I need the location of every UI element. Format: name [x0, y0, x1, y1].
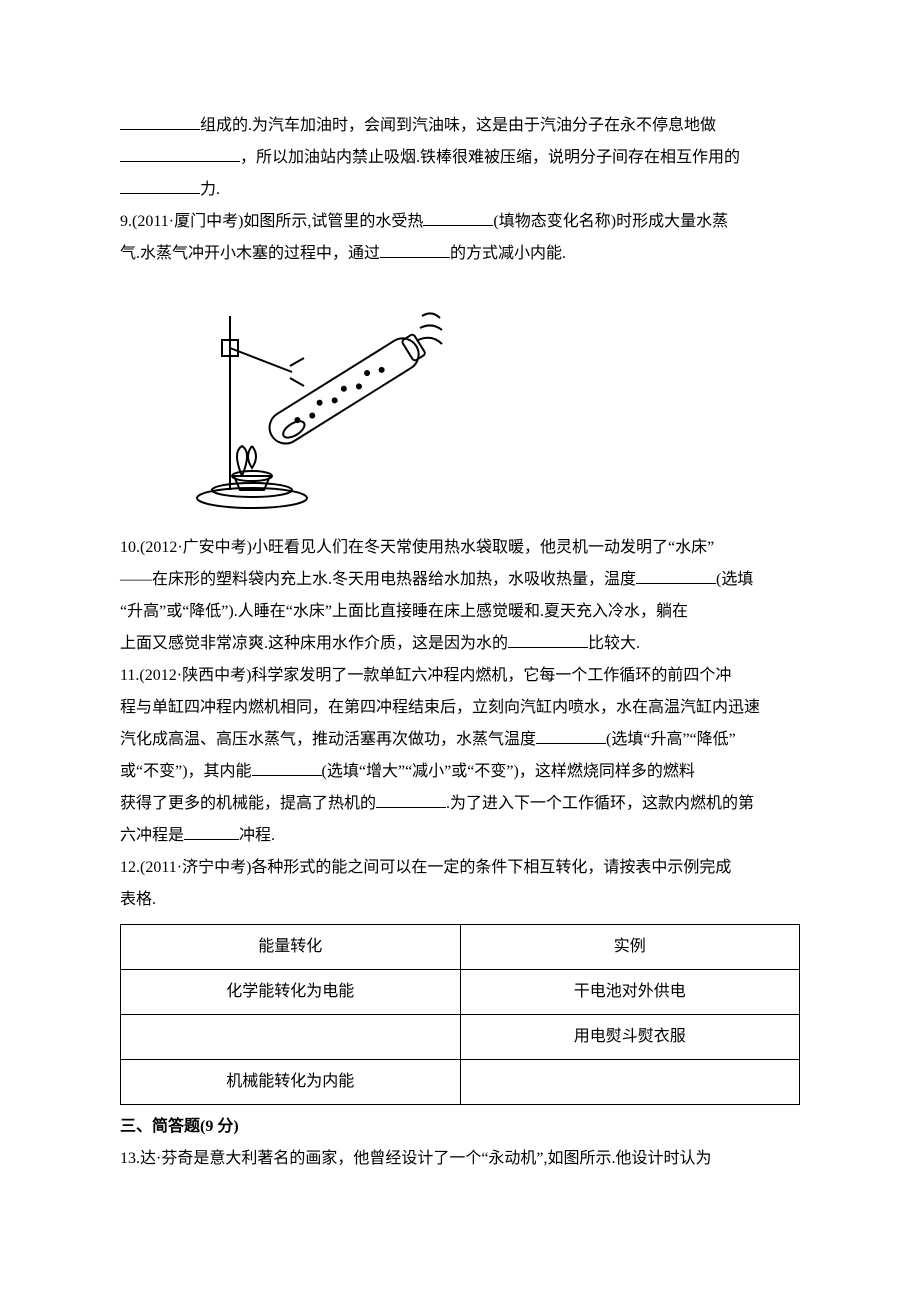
blank: [508, 633, 588, 648]
blank: [120, 179, 200, 194]
q12-l2: 表格.: [120, 884, 800, 916]
text: (选填“增大”“减小”或“不变”)，这样燃烧同样多的燃料: [322, 763, 695, 780]
q11-l6: 六冲程是 冲程.: [120, 820, 800, 852]
q8-line3: 力.: [120, 174, 800, 206]
text: 获得了更多的机械能，提高了热机的: [120, 795, 376, 812]
cell: [460, 1060, 800, 1105]
text: 10.(2012·广安中考)小旺看见人们在冬天常使用热水袋取暖，他灵机一动发明了…: [120, 539, 714, 556]
q11-l2: 程与单缸四冲程内燃机相同，在第四冲程结束后，立刻向汽缸内喷水，水在高温汽缸内迅速: [120, 692, 800, 724]
apparatus-diagram: [122, 276, 462, 516]
q10-l2: ——在床形的塑料袋内充上水.冬天用电热器给水加热，水吸收热量，温度 (选填: [120, 564, 800, 596]
text: 力.: [200, 181, 220, 198]
q12-table: 能量转化 实例 化学能转化为电能 干电池对外供电 用电熨斗熨衣服 机械能转化为内…: [120, 924, 800, 1105]
text: ——在床形的塑料袋内充上水.冬天用电热器给水加热，水吸收热量，温度: [120, 571, 636, 588]
q9-line1: 9.(2011·厦门中考)如图所示,试管里的水受热 (填物态变化名称)时形成大量水…: [120, 206, 800, 238]
text: .为了进入下一个工作循环，这款内燃机的第: [446, 795, 754, 812]
q9-line2: 气.水蒸气冲开小木塞的过程中，通过 的方式减小内能.: [120, 238, 800, 270]
q9-figure: [122, 276, 800, 528]
table-row: 机械能转化为内能: [121, 1060, 800, 1105]
q10-l3: “升高”或“降低”).人睡在“水床”上面比直接睡在床上感觉暖和.夏天充入冷水，躺…: [120, 596, 800, 628]
text: 或“不变”)，其内能: [120, 763, 252, 780]
text: 9.(2011·厦门中考)如图所示,试管里的水受热: [120, 213, 423, 230]
text: 组成的.为汽车加油时，会闻到汽油味，这是由于汽油分子在永不停息地做: [200, 117, 716, 134]
text: 冲程.: [239, 827, 275, 844]
blank: [423, 211, 493, 226]
text: 六冲程是: [120, 827, 184, 844]
blank: [184, 825, 239, 840]
text: 的方式减小内能.: [450, 245, 566, 262]
text: (选填: [716, 571, 753, 588]
q13-l1: 13.达·芬奇是意大利著名的画家，他曾经设计了一个“永动机”,如图所示.他设计时…: [120, 1143, 800, 1175]
header-cell: 能量转化: [121, 925, 461, 970]
text: 比较大.: [588, 635, 640, 652]
text: “升高”或“降低”).人睡在“水床”上面比直接睡在床上感觉暖和.夏天充入冷水，躺…: [120, 603, 688, 620]
text: (填物态变化名称)时形成大量水蒸: [493, 213, 728, 230]
cell: 化学能转化为电能: [121, 970, 461, 1015]
cell: 机械能转化为内能: [121, 1060, 461, 1105]
blank: [376, 793, 446, 808]
text: 表格.: [120, 891, 156, 908]
q10-l4: 上面又感觉非常凉爽.这种床用水作介质，这是因为水的 比较大.: [120, 628, 800, 660]
page: 组成的.为汽车加油时，会闻到汽油味，这是由于汽油分子在永不停息地做 ，所以加油站…: [0, 0, 920, 1302]
cell: 干电池对外供电: [460, 970, 800, 1015]
q11-l1: 11.(2012·陕西中考)科学家发明了一款单缸六冲程内燃机，它每一个工作循环的…: [120, 660, 800, 692]
q11-l3: 汽化成高温、高压水蒸气，推动活塞再次做功，水蒸气温度 (选填“升高”“降低”: [120, 724, 800, 756]
table-row: 用电熨斗熨衣服: [121, 1015, 800, 1060]
text: ，所以加油站内禁止吸烟.铁棒很难被压缩，说明分子间存在相互作用的: [240, 149, 740, 166]
text: 11.(2012·陕西中考)科学家发明了一款单缸六冲程内燃机，它每一个工作循环的…: [120, 667, 731, 684]
q12-l1: 12.(2011·济宁中考)各种形式的能之间可以在一定的条件下相互转化，请按表中…: [120, 852, 800, 884]
blank: [252, 761, 322, 776]
q11-l5: 获得了更多的机械能，提高了热机的 .为了进入下一个工作循环，这款内燃机的第: [120, 788, 800, 820]
text: 上面又感觉非常凉爽.这种床用水作介质，这是因为水的: [120, 635, 508, 652]
blank: [536, 729, 606, 744]
text: 气.水蒸气冲开小木塞的过程中，通过: [120, 245, 380, 262]
q8-line2: ，所以加油站内禁止吸烟.铁棒很难被压缩，说明分子间存在相互作用的: [120, 142, 800, 174]
q10-l1: 10.(2012·广安中考)小旺看见人们在冬天常使用热水袋取暖，他灵机一动发明了…: [120, 532, 800, 564]
blank: [380, 243, 450, 258]
text: (选填“升高”“降低”: [606, 731, 736, 748]
blank: [636, 569, 716, 584]
text: 13.达·芬奇是意大利著名的画家，他曾经设计了一个“永动机”,如图所示.他设计时…: [120, 1150, 712, 1167]
text: 汽化成高温、高压水蒸气，推动活塞再次做功，水蒸气温度: [120, 731, 536, 748]
table-row: 能量转化 实例: [121, 925, 800, 970]
text: 程与单缸四冲程内燃机相同，在第四冲程结束后，立刻向汽缸内喷水，水在高温汽缸内迅速: [120, 699, 760, 716]
blank: [120, 147, 240, 162]
cell: 用电熨斗熨衣服: [460, 1015, 800, 1060]
table-row: 化学能转化为电能 干电池对外供电: [121, 970, 800, 1015]
text: 12.(2011·济宁中考)各种形式的能之间可以在一定的条件下相互转化，请按表中…: [120, 859, 731, 876]
header-cell: 实例: [460, 925, 800, 970]
blank: [120, 115, 200, 130]
section-3-title: 三、简答题(9 分): [120, 1111, 800, 1143]
cell: [121, 1015, 461, 1060]
q11-l4: 或“不变”)，其内能 (选填“增大”“减小”或“不变”)，这样燃烧同样多的燃料: [120, 756, 800, 788]
q8-line1: 组成的.为汽车加油时，会闻到汽油味，这是由于汽油分子在永不停息地做: [120, 110, 800, 142]
